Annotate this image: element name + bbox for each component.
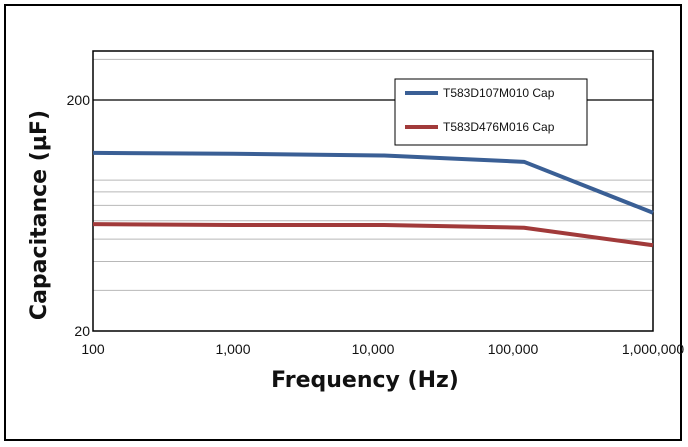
grid-lines — [93, 58, 653, 291]
series-lines — [92, 150, 654, 248]
tick-labels: 100 1,000 10,000 100,000 1,000,000 20 200 — [67, 92, 685, 357]
x-tick-label: 10,000 — [352, 341, 395, 357]
series-line-0 — [92, 150, 654, 215]
y-tick-label: 200 — [67, 92, 91, 108]
x-tick-label: 100 — [81, 341, 105, 357]
legend-label-0: T583D107M010 Cap — [443, 86, 555, 100]
y-tick-label: 20 — [74, 323, 90, 339]
x-tick-label: 1,000 — [215, 341, 250, 357]
plot-area — [92, 50, 654, 332]
y-axis-title: Capacitance (µF) — [27, 110, 52, 320]
legend: T583D107M010 Cap T583D476M016 Cap — [394, 78, 588, 146]
series-line-1 — [92, 222, 654, 248]
legend-box — [394, 78, 588, 146]
x-axis-title: Frequency (Hz) — [271, 368, 459, 393]
x-tick-label: 100,000 — [488, 341, 539, 357]
x-tick-label: 1,000,000 — [622, 341, 684, 357]
legend-label-1: T583D476M016 Cap — [443, 120, 555, 134]
